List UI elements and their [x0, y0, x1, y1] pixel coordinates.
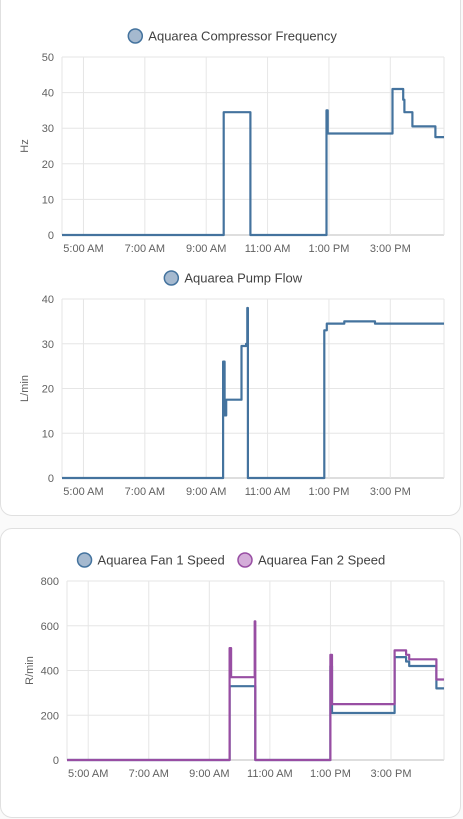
x-tick-label: 11:00 AM: [245, 486, 291, 498]
charts-svg-top: Aquarea Compressor Frequency 0 10 20 30 40 50 H…: [19, 28, 445, 498]
x-axis: 5:00 AM 7:00 AM 9:00 AM 11:00 AM 1:00 PM 3:00…: [66, 581, 445, 780]
legend-swatch-icon: [237, 552, 253, 568]
x-tick-label: 5:00 AM: [63, 486, 103, 498]
legend[interactable]: Aquarea Fan 1 Speed Aquarea Fan 2 Speed: [76, 552, 386, 568]
x-tick-label: 7:00 AM: [125, 486, 165, 498]
x-tick-label: 11:00 AM: [245, 243, 291, 255]
legend-swatch-icon: [127, 28, 144, 44]
y-axis-title: L/min: [19, 375, 31, 402]
series-line[interactable]: [67, 620, 444, 762]
legend[interactable]: Aquarea Compressor Frequency: [127, 28, 337, 44]
x-tick-label: 5:00 AM: [68, 768, 108, 780]
y-axis: 0 200 400 600 800 R/min: [24, 576, 444, 767]
x-axis: 5:00 AM 7:00 AM 9:00 AM 11:00 AM 1:00 PM 3:00…: [61, 299, 445, 498]
y-tick-label: 50: [42, 52, 54, 64]
x-tick-label: 9:00 AM: [186, 243, 226, 255]
legend-item[interactable]: Aquarea Pump Flow: [163, 270, 303, 286]
x-tick-label: 9:00 AM: [186, 486, 226, 498]
chart-1: Aquarea Compressor Frequency 0 10 20 30 40 50 H…: [19, 28, 445, 255]
y-tick-label: 800: [41, 576, 59, 588]
y-tick-label: 10: [42, 194, 54, 206]
x-tick-label: 7:00 AM: [125, 243, 165, 255]
x-tick-label: 1:00 PM: [308, 486, 349, 498]
y-axis: 0 10 20 30 40 L/min: [19, 294, 444, 485]
y-axis-title: Hz: [19, 139, 31, 152]
legend-item[interactable]: Aquarea Fan 2 Speed: [237, 552, 385, 568]
legend-swatch-icon: [76, 552, 93, 568]
x-tick-label: 3:00 PM: [370, 243, 411, 255]
y-tick-label: 0: [48, 230, 54, 242]
y-tick-label: 30: [42, 339, 54, 351]
y-tick-label: 20: [42, 159, 54, 171]
legend[interactable]: Aquarea Pump Flow: [163, 270, 303, 286]
chart-2: Aquarea Pump Flow 0 10 20 30 40 L/min 5:00 AM 7:…: [19, 270, 445, 498]
x-tick-label: 9:00 AM: [189, 768, 229, 780]
charts-card-bottom: Aquarea Fan 1 Speed Aquarea Fan 2 Speed 0 2…: [0, 528, 461, 818]
y-axis-title: R/min: [24, 656, 36, 685]
x-axis: 5:00 AM 7:00 AM 9:00 AM 11:00 AM 1:00 PM 3:00…: [61, 57, 445, 255]
legend-item[interactable]: Aquarea Fan 1 Speed: [76, 552, 225, 568]
y-tick-label: 0: [48, 473, 54, 485]
y-axis: 0 10 20 30 40 50 Hz: [19, 52, 444, 242]
charts-card-top: Aquarea Compressor Frequency 0 10 20 30 40 50 H…: [0, 0, 461, 516]
series-line[interactable]: [62, 306, 444, 480]
x-tick-label: 11:00 AM: [247, 768, 293, 780]
legend-item[interactable]: Aquarea Compressor Frequency: [127, 28, 337, 44]
series-line[interactable]: [62, 87, 444, 237]
y-tick-label: 10: [42, 428, 54, 440]
legend-label: Aquarea Fan 1 Speed: [98, 553, 225, 568]
charts-svg-bottom: Aquarea Fan 1 Speed Aquarea Fan 2 Speed 0 2…: [24, 552, 445, 780]
y-tick-label: 200: [41, 710, 59, 722]
y-tick-label: 0: [53, 755, 59, 767]
x-tick-label: 3:00 PM: [371, 768, 412, 780]
y-tick-label: 400: [41, 666, 59, 678]
x-tick-label: 7:00 AM: [129, 768, 169, 780]
legend-swatch-icon: [163, 270, 180, 286]
y-tick-label: 40: [42, 294, 54, 306]
series-line[interactable]: [67, 656, 444, 762]
legend-label: Aquarea Fan 2 Speed: [258, 553, 385, 568]
chart-3: Aquarea Fan 1 Speed Aquarea Fan 2 Speed 0 2…: [24, 552, 445, 780]
y-tick-label: 30: [42, 123, 54, 135]
x-tick-label: 3:00 PM: [370, 486, 411, 498]
legend-label: Aquarea Pump Flow: [184, 271, 302, 286]
y-tick-label: 40: [42, 88, 54, 100]
x-tick-label: 1:00 PM: [308, 243, 349, 255]
y-tick-label: 20: [42, 384, 54, 396]
y-tick-label: 600: [41, 621, 59, 633]
legend-label: Aquarea Compressor Frequency: [148, 29, 337, 44]
x-tick-label: 5:00 AM: [63, 243, 103, 255]
x-tick-label: 1:00 PM: [310, 768, 351, 780]
